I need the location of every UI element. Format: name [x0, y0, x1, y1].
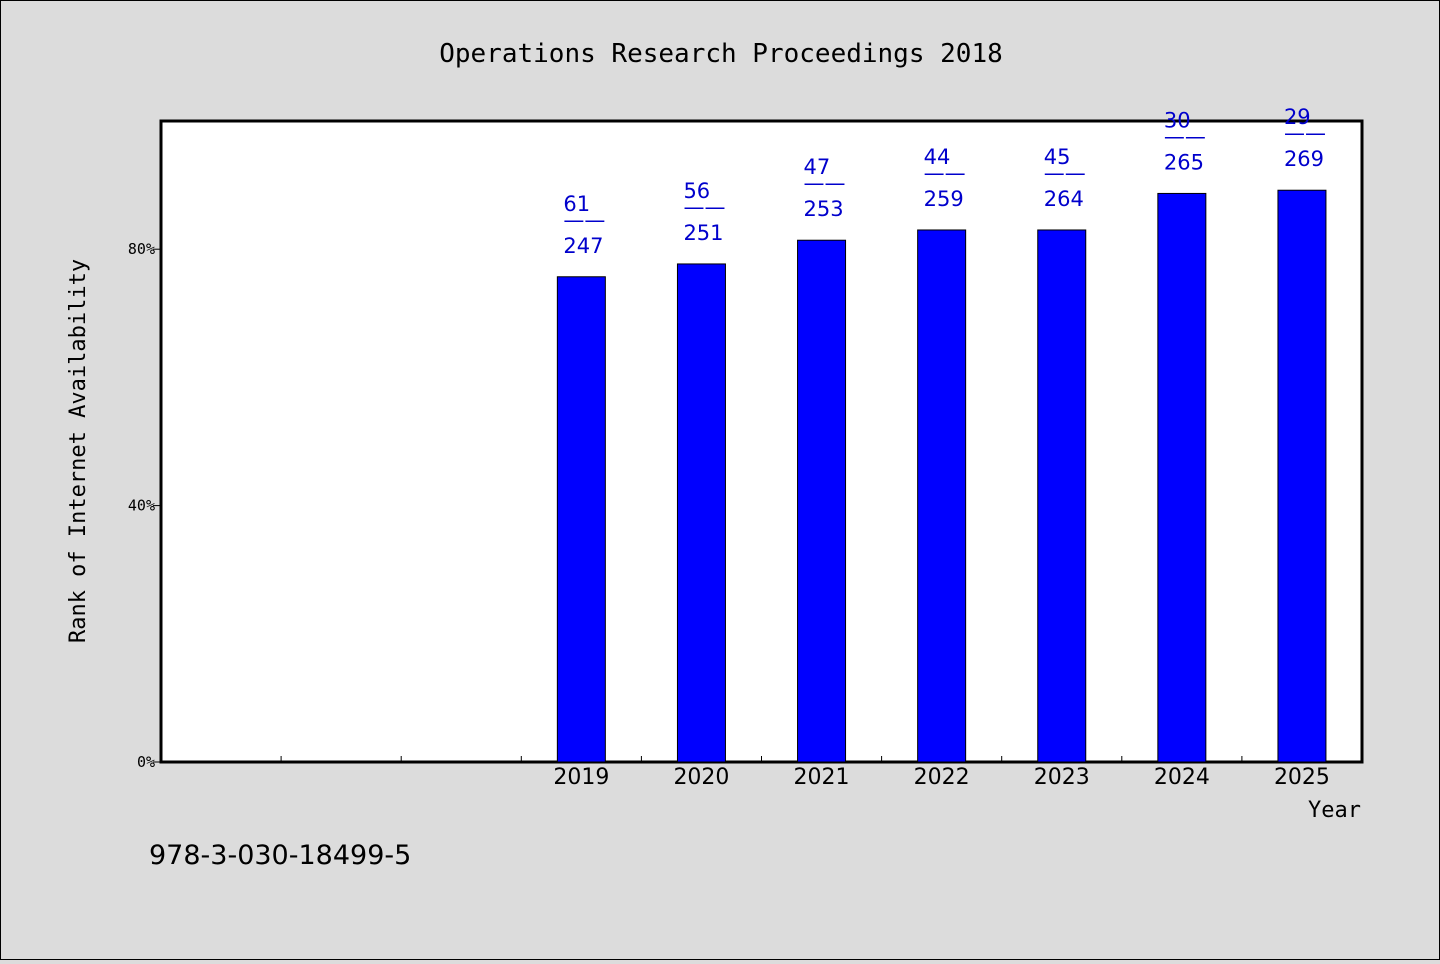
- bar: [556, 276, 606, 763]
- bar-data-labels: 61——24756——25147——25344——25945——26430——2…: [563, 105, 1326, 258]
- isbn-text: 978-3-030-18499-5: [149, 840, 411, 871]
- bar-label-top: 61: [563, 192, 590, 216]
- x-tick-label: 2024: [1154, 765, 1210, 790]
- bar-series: [556, 189, 1327, 763]
- bar-label-separator: ——: [563, 208, 605, 232]
- bar-label-top: 30: [1164, 108, 1191, 132]
- bar-label-separator: ——: [924, 161, 966, 185]
- bar-label-separator: ——: [804, 171, 846, 195]
- y-tick-label: 0%: [137, 753, 155, 771]
- bar-label-separator: ——: [683, 195, 725, 219]
- bar-label-separator: ——: [1284, 121, 1326, 145]
- y-axis-label: Rank of Internet Availability: [66, 259, 91, 643]
- bar-label-top: 56: [683, 179, 710, 203]
- bar-label-bottom: 269: [1284, 147, 1324, 171]
- chart-title: Operations Research Proceedings 2018: [439, 39, 1003, 69]
- bar: [797, 239, 847, 763]
- x-tick-label: 2025: [1274, 765, 1330, 790]
- bar-label-bottom: 265: [1164, 150, 1204, 174]
- bar-label-bottom: 253: [804, 197, 844, 221]
- bar-label-bottom: 247: [563, 234, 603, 258]
- x-tick-label: 2022: [914, 765, 970, 790]
- x-axis: 2019 2020 2021 2022 2023 2024 2025: [280, 756, 1330, 790]
- bar: [917, 229, 967, 763]
- bar-label-bottom: 264: [1044, 187, 1084, 211]
- x-tick-label: 2023: [1034, 765, 1090, 790]
- y-tick-label: 40%: [128, 497, 155, 515]
- bar: [676, 263, 726, 763]
- bar-label-top: 45: [1044, 145, 1071, 169]
- x-tick-label: 2020: [673, 765, 729, 790]
- x-axis-label: Year: [1308, 798, 1361, 823]
- bar-label-top: 47: [804, 155, 831, 179]
- bar-label-separator: ——: [1164, 124, 1206, 148]
- bar-label-top: 44: [924, 145, 951, 169]
- bar: [1037, 229, 1087, 763]
- bar: [1277, 189, 1327, 763]
- x-tick-label: 2021: [794, 765, 850, 790]
- bar-label-top: 29: [1284, 105, 1311, 129]
- bar-label-bottom: 251: [683, 221, 723, 245]
- bar-label-separator: ——: [1044, 161, 1086, 185]
- bar-label-bottom: 259: [924, 187, 964, 211]
- bar: [1157, 192, 1207, 763]
- y-tick-label: 80%: [128, 240, 155, 258]
- y-axis: 0% 40% 80%: [128, 240, 161, 771]
- x-tick-label: 2019: [553, 765, 609, 790]
